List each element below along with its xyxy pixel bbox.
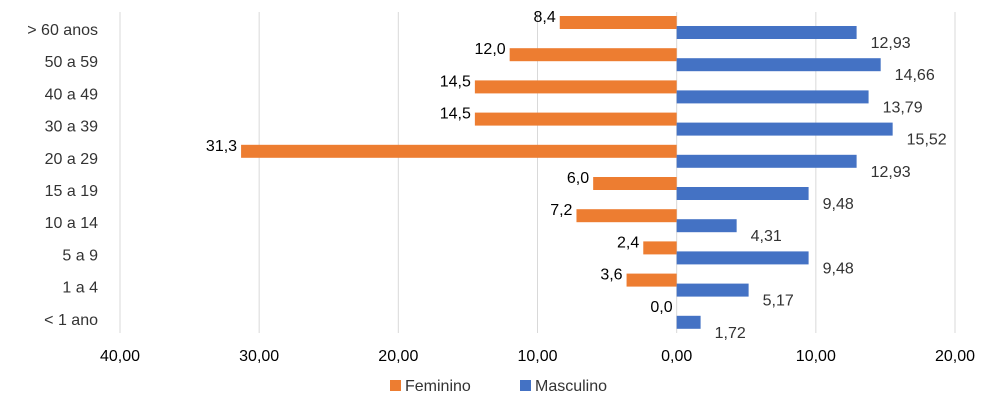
bar-feminino <box>474 112 677 126</box>
category-label: 1 a 4 <box>62 280 98 297</box>
x-tick-label: 0,00 <box>661 348 692 365</box>
data-label-masculino: 1,72 <box>715 325 746 342</box>
data-label-masculino: 14,66 <box>895 67 935 84</box>
bar-feminino <box>474 80 677 94</box>
data-label-masculino: 15,52 <box>907 132 947 149</box>
bar-masculino <box>676 283 749 297</box>
category-label: > 60 anos <box>27 22 98 39</box>
data-label-feminino: 0,0 <box>650 299 672 316</box>
bar-masculino <box>676 251 809 265</box>
category-label: 10 a 14 <box>45 215 98 232</box>
data-label-feminino: 6,0 <box>567 170 589 187</box>
data-label-masculino: 4,31 <box>751 228 782 245</box>
data-label-feminino: 8,4 <box>534 9 556 26</box>
legend-swatch-masculino <box>520 380 531 391</box>
data-label-feminino: 3,6 <box>600 267 622 284</box>
bar-masculino <box>676 315 701 329</box>
category-label: 5 a 9 <box>62 247 98 264</box>
category-label: 20 a 29 <box>45 151 98 168</box>
bar-masculino <box>676 122 893 136</box>
category-label: 40 a 49 <box>45 86 98 103</box>
bar-masculino <box>676 58 881 72</box>
data-label-feminino: 14,5 <box>440 106 471 123</box>
x-tick-label: 30,00 <box>239 348 279 365</box>
legend-swatch-feminino <box>390 380 401 391</box>
legend: Feminino Masculino <box>390 378 607 395</box>
data-label-feminino: 31,3 <box>206 138 237 155</box>
bar-feminino <box>576 209 677 223</box>
bars <box>241 16 893 329</box>
bar-feminino <box>643 241 677 255</box>
x-tick-label: 40,00 <box>100 348 140 365</box>
legend-label-feminino: Feminino <box>405 378 471 395</box>
category-axis-labels: > 60 anos 50 a 59 40 a 49 30 a 39 20 a 29 15 … <box>27 22 98 329</box>
data-label-masculino: 12,93 <box>871 164 911 181</box>
data-label-feminino: 2,4 <box>617 234 639 251</box>
value-axis-tick-labels: 40,00 30,00 20,00 10,00 0,00 10,00 20,00 <box>100 348 975 365</box>
bar-masculino <box>676 154 857 168</box>
bar-feminino <box>559 16 677 29</box>
data-label-feminino: 12,0 <box>475 41 506 58</box>
data-label-feminino: 14,5 <box>440 73 471 90</box>
bar-masculino <box>676 90 869 104</box>
x-tick-label: 20,00 <box>378 348 418 365</box>
category-label: 50 a 59 <box>45 54 98 71</box>
bar-feminino <box>241 144 677 158</box>
category-label: < 1 ano <box>44 312 98 329</box>
x-tick-label: 10,00 <box>796 348 836 365</box>
bar-masculino <box>676 187 809 200</box>
data-label-feminino: 7,2 <box>550 202 572 219</box>
bar-masculino <box>676 26 857 39</box>
bar-masculino <box>676 219 737 233</box>
legend-label-masculino: Masculino <box>535 378 607 395</box>
data-labels: 8,4 12,93 12,0 14,66 14,5 13,79 14,5 15,52 31,3 1… <box>206 9 947 342</box>
data-label-masculino: 9,48 <box>823 260 854 277</box>
bar-feminino <box>593 177 677 190</box>
data-label-masculino: 12,93 <box>871 35 911 52</box>
x-tick-label: 10,00 <box>517 348 557 365</box>
bar-feminino <box>626 273 677 287</box>
bar-feminino <box>509 48 677 62</box>
category-label: 15 a 19 <box>45 183 98 200</box>
data-label-masculino: 9,48 <box>823 196 854 213</box>
x-tick-label: 20,00 <box>935 348 975 365</box>
data-label-masculino: 13,79 <box>883 99 923 116</box>
category-label: 30 a 39 <box>45 119 98 136</box>
data-label-masculino: 5,17 <box>763 293 794 310</box>
